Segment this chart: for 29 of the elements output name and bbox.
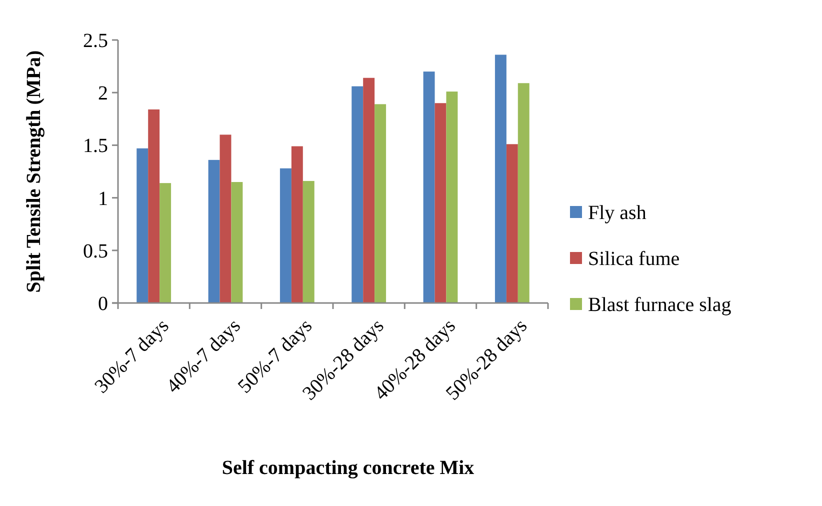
- bar: [434, 103, 446, 303]
- bar: [280, 168, 292, 303]
- bar: [148, 109, 160, 303]
- bar: [220, 134, 232, 303]
- bar: [291, 146, 303, 303]
- bar: [208, 160, 220, 303]
- bar: [506, 144, 518, 303]
- bar: [423, 72, 435, 303]
- bar: [302, 180, 314, 303]
- y-tick-label: 1.5: [83, 135, 108, 158]
- y-tick-label: 0.5: [83, 240, 108, 262]
- bar: [352, 86, 364, 303]
- y-tick-label: 1: [98, 188, 108, 210]
- bar: [494, 54, 506, 303]
- bar: [518, 83, 530, 303]
- bar: [136, 148, 148, 303]
- bar: [363, 78, 375, 303]
- bar: [231, 182, 243, 303]
- legend-label: Fly ash: [588, 202, 646, 224]
- x-axis-title: Self compacting concrete Mix: [222, 457, 474, 479]
- y-axis-title: Split Tensile Strength (MPa): [23, 50, 45, 293]
- legend-label: Silica fume: [588, 248, 680, 270]
- bar: [160, 183, 172, 303]
- bar: [446, 92, 458, 303]
- y-tick-label: 2.5: [83, 30, 108, 52]
- bar: [374, 104, 386, 303]
- legend-label: Blast furnace slag: [588, 294, 732, 316]
- y-tick-label: 0: [98, 293, 108, 315]
- y-tick-label: 2: [98, 82, 108, 105]
